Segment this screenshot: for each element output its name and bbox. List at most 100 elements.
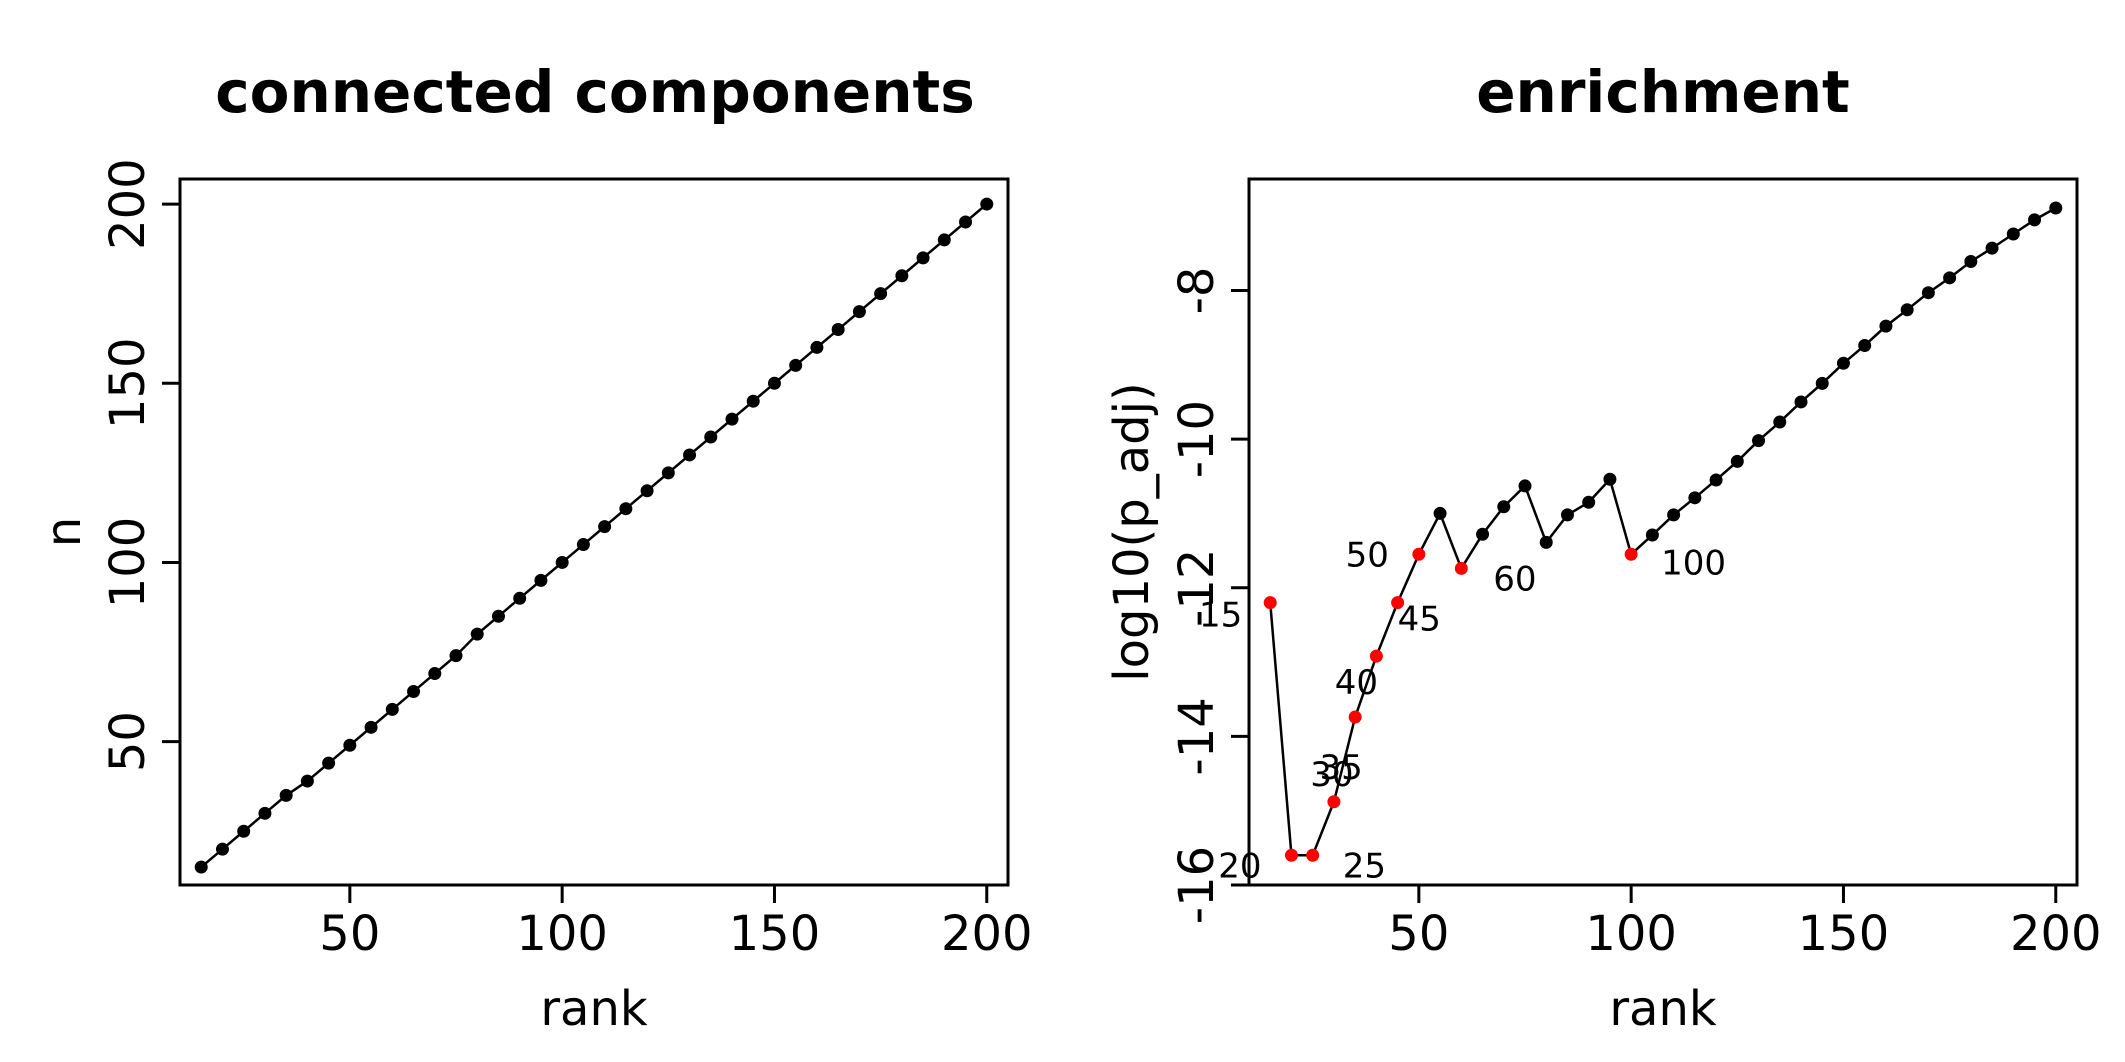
right-data-point — [2028, 213, 2042, 227]
left-data-point — [598, 520, 612, 534]
right-highlighted-point — [1624, 547, 1638, 561]
right-plot-frame — [1247, 177, 2079, 887]
left-data-point — [683, 448, 697, 462]
left-y-tick-label: 50 — [100, 711, 156, 772]
left-data-point — [237, 824, 251, 838]
right-y-tick-label: -10 — [1169, 400, 1225, 478]
left-data-point — [322, 756, 336, 770]
right-x-tick-label: 150 — [1798, 906, 1890, 962]
left-chart-title: connected components — [215, 58, 975, 126]
left-data-point — [810, 340, 824, 354]
left-data-point — [789, 358, 803, 372]
left-data-point — [576, 538, 590, 552]
right-point-label: 40 — [1335, 663, 1378, 703]
left-data-point — [385, 702, 399, 716]
right-x-axis: 50 100 150 200 — [1388, 885, 2102, 962]
right-panel: enrichment 50 100 150 200 -16 -14 -12 -10 -8 ra… — [1104, 58, 2102, 1037]
right-data-point — [1497, 500, 1511, 514]
right-x-axis-label: rank — [1609, 981, 1717, 1037]
left-y-tick-label: 100 — [100, 517, 156, 609]
right-data-point — [1879, 319, 1893, 333]
right-y-tick-label: -12 — [1169, 549, 1225, 627]
left-data-point — [895, 269, 909, 283]
right-highlighted-point — [1369, 649, 1383, 663]
left-data-point — [661, 466, 675, 480]
left-y-tick-label: 150 — [100, 337, 156, 429]
right-highlighted-point — [1263, 596, 1277, 610]
left-data-point — [407, 684, 421, 698]
right-data-point — [1836, 356, 1850, 370]
right-series-line — [1268, 206, 2057, 857]
left-series — [194, 197, 994, 874]
left-x-axis: 50 100 150 200 — [319, 885, 1033, 962]
left-data-point — [640, 484, 654, 498]
left-data-point — [258, 806, 272, 820]
right-data-point — [1858, 338, 1872, 352]
right-data-point — [1539, 535, 1553, 549]
right-highlighted-point — [1391, 596, 1405, 610]
left-data-point — [194, 860, 208, 874]
left-data-point — [619, 502, 633, 516]
left-data-point — [916, 251, 930, 265]
right-y-tick-label: -14 — [1169, 697, 1225, 775]
right-point-label: 20 — [1218, 846, 1261, 886]
left-data-point — [491, 609, 505, 623]
left-data-point — [470, 627, 484, 641]
left-data-point — [959, 215, 973, 229]
right-data-point — [2006, 227, 2020, 241]
right-x-tick-label: 100 — [1585, 906, 1677, 962]
right-data-point — [1688, 491, 1702, 505]
right-highlighted-point — [1284, 848, 1298, 862]
right-point-label: 15 — [1199, 596, 1242, 636]
left-y-axis-label: n — [36, 517, 92, 547]
left-data-point — [215, 842, 229, 856]
right-y-axis: -16 -14 -12 -10 -8 — [1169, 267, 1249, 924]
left-panel: connected components 50 100 150 200 50 100 15… — [36, 58, 1033, 1037]
left-data-point — [874, 287, 888, 301]
right-data-point — [1943, 271, 1957, 285]
left-data-point — [343, 738, 357, 752]
right-data-point — [1794, 395, 1808, 409]
right-data-point — [2049, 201, 2063, 215]
right-highlighted-point — [1454, 561, 1468, 575]
left-data-point — [937, 233, 951, 247]
left-data-point — [704, 430, 718, 444]
left-y-tick-label: 200 — [100, 158, 156, 250]
right-data-point — [1815, 376, 1829, 390]
left-data-point — [534, 573, 548, 587]
right-data-point — [1709, 473, 1723, 487]
left-data-point — [725, 412, 739, 426]
left-data-point — [852, 305, 866, 319]
right-y-tick-label: -8 — [1169, 267, 1225, 315]
left-x-tick-label: 200 — [941, 906, 1033, 962]
left-data-point — [513, 591, 527, 605]
left-data-point — [746, 394, 760, 408]
left-x-axis-label: rank — [540, 981, 648, 1037]
right-data-point — [1964, 254, 1978, 268]
left-x-tick-label: 100 — [516, 906, 608, 962]
right-point-label: 60 — [1493, 559, 1536, 599]
right-data-point — [1476, 527, 1490, 541]
left-data-point — [300, 774, 314, 788]
right-data-point — [1433, 506, 1447, 520]
right-data-point — [1985, 241, 1999, 255]
right-data-point — [1921, 286, 1935, 300]
left-data-point — [767, 376, 781, 390]
left-data-point — [831, 323, 845, 337]
right-y-tick-label: -16 — [1169, 846, 1225, 924]
right-data-point — [1667, 508, 1681, 522]
right-point-label: 100 — [1661, 543, 1726, 583]
right-data-point — [1730, 454, 1744, 468]
left-plot-frame — [178, 177, 1010, 887]
right-point-label: 25 — [1343, 846, 1386, 886]
right-point-label: 30 — [1310, 755, 1353, 795]
right-point-label: 45 — [1398, 600, 1441, 640]
right-x-tick-label: 200 — [2010, 906, 2102, 962]
right-data-point — [1645, 528, 1659, 542]
left-x-tick-label: 50 — [319, 906, 380, 962]
left-data-point — [364, 720, 378, 734]
right-highlighted-point — [1327, 795, 1341, 809]
right-data-point — [1518, 479, 1532, 493]
